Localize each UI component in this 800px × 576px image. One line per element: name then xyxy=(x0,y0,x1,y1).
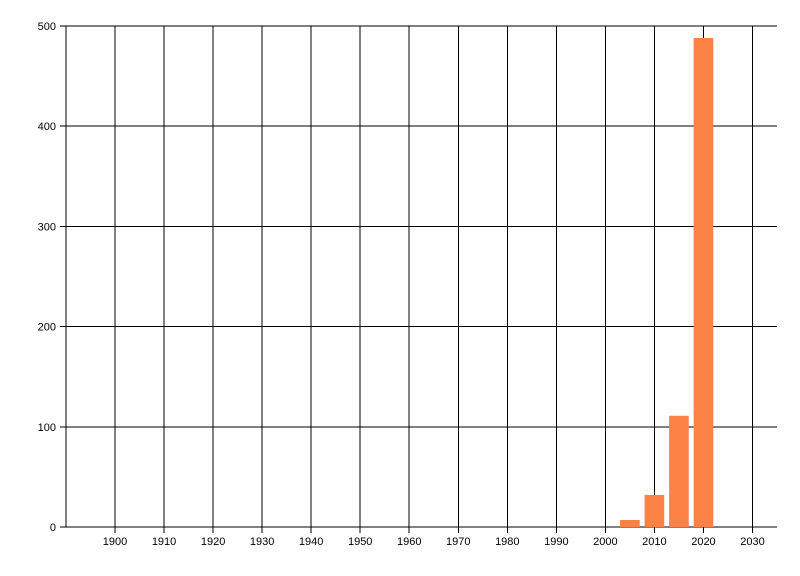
y-tick-label-400: 400 xyxy=(38,121,56,133)
x-tick-label-1990: 1990 xyxy=(544,536,568,548)
y-tick-label-300: 300 xyxy=(38,221,56,233)
x-tick-label-1920: 1920 xyxy=(201,536,225,548)
x-tick-label-2000: 2000 xyxy=(593,536,617,548)
y-tick-label-100: 100 xyxy=(38,422,56,434)
x-tick-label-1910: 1910 xyxy=(152,536,176,548)
x-tick-label-2030: 2030 xyxy=(740,536,764,548)
x-tick-label-1940: 1940 xyxy=(299,536,323,548)
x-tick-label-2020: 2020 xyxy=(691,536,715,548)
bar-2020 xyxy=(693,38,714,528)
x-tick-label-1930: 1930 xyxy=(250,536,274,548)
y-tick-label-0: 0 xyxy=(50,522,56,534)
bar-2005 xyxy=(620,519,640,527)
x-tick-label-1960: 1960 xyxy=(397,536,421,548)
y-tick-label-200: 200 xyxy=(38,322,56,334)
x-tick-label-1980: 1980 xyxy=(495,536,519,548)
x-tick-label-1950: 1950 xyxy=(348,536,372,548)
bar-2010 xyxy=(644,494,665,527)
x-tick-label-1900: 1900 xyxy=(103,536,127,548)
y-tick-label-500: 500 xyxy=(38,21,56,33)
bar-2015 xyxy=(669,415,689,527)
x-tick-label-1970: 1970 xyxy=(446,536,470,548)
x-tick-label-2010: 2010 xyxy=(642,536,666,548)
